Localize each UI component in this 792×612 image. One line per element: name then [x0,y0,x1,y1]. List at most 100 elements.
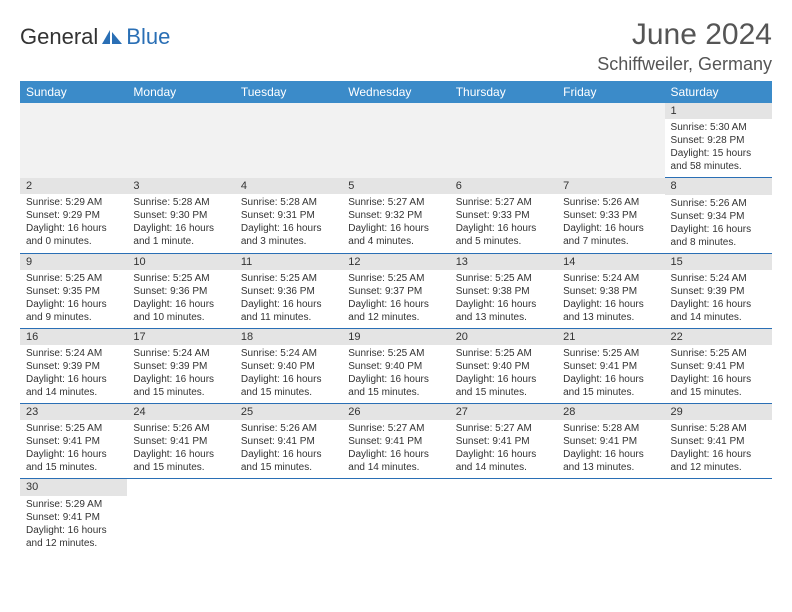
day-number: 11 [235,254,342,270]
sunrise-text: Sunrise: 5:26 AM [133,422,228,435]
sunrise-text: Sunrise: 5:25 AM [348,272,443,285]
daylight-text: Daylight: 16 hours [671,298,766,311]
sunset-text: Sunset: 9:38 PM [456,285,551,298]
sunset-text: Sunset: 9:33 PM [456,209,551,222]
dow-friday: Friday [557,81,664,103]
calendar-cell [342,103,449,178]
calendar-cell: 7Sunrise: 5:26 AMSunset: 9:33 PMDaylight… [557,178,664,253]
calendar-cell: 12Sunrise: 5:25 AMSunset: 9:37 PMDayligh… [342,253,449,328]
day-number: 5 [342,178,449,194]
sunset-text: Sunset: 9:36 PM [133,285,228,298]
daylight-text: and 9 minutes. [26,311,121,324]
calendar-cell: 29Sunrise: 5:28 AMSunset: 9:41 PMDayligh… [665,404,772,479]
daylight-text: and 10 minutes. [133,311,228,324]
daylight-text: Daylight: 16 hours [26,298,121,311]
daylight-text: Daylight: 16 hours [348,298,443,311]
calendar-cell: 16Sunrise: 5:24 AMSunset: 9:39 PMDayligh… [20,328,127,403]
sunset-text: Sunset: 9:41 PM [348,435,443,448]
calendar-cell: 2Sunrise: 5:29 AMSunset: 9:29 PMDaylight… [20,178,127,253]
calendar-head: Sunday Monday Tuesday Wednesday Thursday… [20,81,772,103]
day-number: 20 [450,329,557,345]
day-number: 7 [557,178,664,194]
calendar-cell: 21Sunrise: 5:25 AMSunset: 9:41 PMDayligh… [557,328,664,403]
daylight-text: and 15 minutes. [241,461,336,474]
day-number: 9 [20,254,127,270]
calendar-cell: 9 Sunrise: 5:25 AMSunset: 9:35 PMDaylight… [20,253,127,328]
daylight-text: Daylight: 16 hours [348,222,443,235]
daylight-text: and 15 minutes. [456,386,551,399]
sunrise-text: Sunrise: 5:24 AM [133,347,228,360]
daylight-text: Daylight: 16 hours [241,298,336,311]
sunset-text: Sunset: 9:41 PM [671,360,766,373]
daylight-text: and 0 minutes. [26,235,121,248]
daylight-text: Daylight: 16 hours [133,222,228,235]
daylight-text: Daylight: 16 hours [456,373,551,386]
calendar-cell: 28Sunrise: 5:28 AMSunset: 9:41 PMDayligh… [557,404,664,479]
sunset-text: Sunset: 9:36 PM [241,285,336,298]
sunrise-text: Sunrise: 5:28 AM [563,422,658,435]
sunset-text: Sunset: 9:31 PM [241,209,336,222]
daylight-text: and 12 minutes. [26,537,121,550]
calendar-cell: 3Sunrise: 5:28 AMSunset: 9:30 PMDaylight… [127,178,234,253]
sunset-text: Sunset: 9:39 PM [671,285,766,298]
calendar-cell: 30Sunrise: 5:29 AMSunset: 9:41 PMDayligh… [20,479,127,554]
sunrise-text: Sunrise: 5:27 AM [456,422,551,435]
day-number: 27 [450,404,557,420]
daylight-text: Daylight: 16 hours [563,222,658,235]
calendar-cell [557,479,664,554]
sunrise-text: Sunrise: 5:24 AM [241,347,336,360]
daylight-text: Daylight: 16 hours [671,223,766,236]
day-number: 24 [127,404,234,420]
calendar-cell [235,479,342,554]
sunrise-text: Sunrise: 5:25 AM [241,272,336,285]
sunrise-text: Sunrise: 5:24 AM [563,272,658,285]
daylight-text: and 3 minutes. [241,235,336,248]
day-number: 23 [20,404,127,420]
calendar-cell: 20Sunrise: 5:25 AMSunset: 9:40 PMDayligh… [450,328,557,403]
daylight-text: Daylight: 15 hours [671,147,766,160]
daylight-text: and 8 minutes. [671,236,766,249]
day-number: 10 [127,254,234,270]
calendar-cell: 26Sunrise: 5:27 AMSunset: 9:41 PMDayligh… [342,404,449,479]
daylight-text: and 1 minute. [133,235,228,248]
daylight-text: and 12 minutes. [348,311,443,324]
daylight-text: and 58 minutes. [671,160,766,173]
daylight-text: and 13 minutes. [563,311,658,324]
daylight-text: and 15 minutes. [241,386,336,399]
sunset-text: Sunset: 9:40 PM [348,360,443,373]
day-number: 14 [557,254,664,270]
sunset-text: Sunset: 9:41 PM [563,435,658,448]
calendar-cell [450,479,557,554]
day-number: 12 [342,254,449,270]
daylight-text: and 15 minutes. [26,461,121,474]
calendar-cell [20,103,127,178]
daylight-text: and 15 minutes. [133,386,228,399]
sunrise-text: Sunrise: 5:25 AM [26,272,121,285]
daylight-text: Daylight: 16 hours [133,373,228,386]
calendar-cell: 15Sunrise: 5:24 AMSunset: 9:39 PMDayligh… [665,253,772,328]
daylight-text: Daylight: 16 hours [133,448,228,461]
sunrise-text: Sunrise: 5:30 AM [671,121,766,134]
sunrise-text: Sunrise: 5:27 AM [348,196,443,209]
day-number: 18 [235,329,342,345]
sunset-text: Sunset: 9:32 PM [348,209,443,222]
daylight-text: and 4 minutes. [348,235,443,248]
daylight-text: Daylight: 16 hours [456,448,551,461]
daylight-text: and 15 minutes. [671,386,766,399]
sunset-text: Sunset: 9:39 PM [26,360,121,373]
daylight-text: and 15 minutes. [133,461,228,474]
sunrise-text: Sunrise: 5:28 AM [241,196,336,209]
day-number: 21 [557,329,664,345]
daylight-text: and 7 minutes. [563,235,658,248]
day-number: 2 [20,178,127,194]
day-number: 6 [450,178,557,194]
sunset-text: Sunset: 9:35 PM [26,285,121,298]
daylight-text: and 12 minutes. [671,461,766,474]
sunset-text: Sunset: 9:41 PM [671,435,766,448]
daylight-text: and 13 minutes. [456,311,551,324]
calendar-cell: 17Sunrise: 5:24 AMSunset: 9:39 PMDayligh… [127,328,234,403]
daylight-text: Daylight: 16 hours [563,448,658,461]
logo: General Blue [20,24,170,50]
logo-word1: General [20,24,98,50]
day-number: 13 [450,254,557,270]
